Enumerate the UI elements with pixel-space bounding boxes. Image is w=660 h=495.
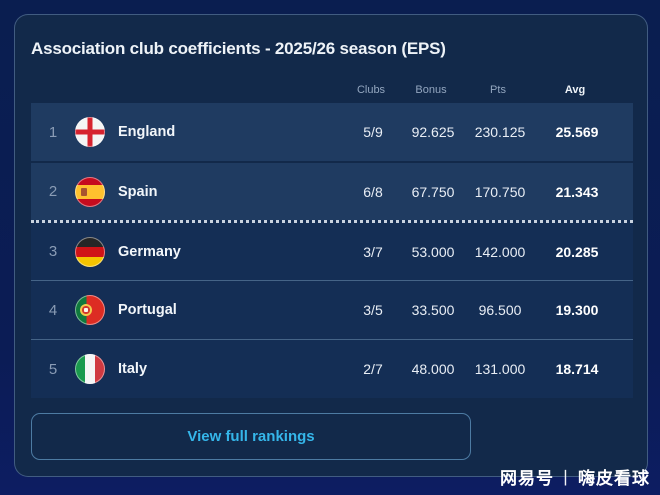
clubs-value: 2/7 — [363, 361, 383, 377]
country-name: England — [118, 124, 176, 140]
panel-title: Association club coefficients - 2025/26 … — [31, 39, 446, 58]
rank-number: 1 — [48, 123, 58, 141]
bonus-value: 33.500 — [411, 302, 455, 318]
clubs-value: 3/7 — [363, 243, 383, 260]
watermark-brand: 网易号 — [500, 469, 554, 488]
avg-value: 25.569 — [555, 124, 599, 140]
country-cell: Spain — [75, 176, 343, 207]
rank-number: 2 — [48, 183, 58, 200]
bonus-value: 48.000 — [411, 361, 455, 377]
avg-value: 19.300 — [555, 302, 599, 318]
country-name: Italy — [118, 361, 148, 377]
column-header-bonus: Bonus — [415, 84, 447, 96]
column-header-clubs: Clubs — [356, 84, 386, 96]
country-cell: Germany — [75, 236, 343, 267]
pts-value: 96.500 — [478, 302, 522, 318]
rank-number: 5 — [48, 360, 58, 378]
country-cell: Portugal — [75, 295, 343, 325]
italy-flag-icon — [75, 354, 105, 384]
bonus-value: 92.625 — [411, 124, 455, 140]
country-name: Germany — [118, 243, 181, 260]
spain-flag-icon — [75, 176, 105, 207]
pts-value: 230.125 — [474, 124, 526, 140]
pts-value: 131.000 — [474, 361, 526, 377]
rank-number: 4 — [48, 301, 58, 319]
watermark-divider: 丨 — [557, 469, 575, 488]
coefficients-panel: Association club coefficients - 2025/26 … — [14, 14, 648, 477]
rankings-table: 1 England 5/9 92.625 230.125 25.569 2 Sp… — [31, 103, 633, 398]
clubs-value: 5/9 — [363, 124, 383, 140]
portugal-flag-icon — [75, 295, 105, 325]
germany-flag-icon — [75, 236, 105, 267]
england-flag-icon — [75, 117, 105, 147]
pts-value: 170.750 — [474, 183, 526, 200]
avg-value: 21.343 — [555, 183, 599, 200]
watermark: 网易号丨嗨皮看球 — [500, 464, 650, 489]
column-header-avg: Avg — [564, 84, 586, 96]
avg-value: 20.285 — [555, 243, 599, 260]
country-name: Portugal — [118, 302, 177, 318]
country-cell: England — [75, 117, 343, 147]
pts-value: 142.000 — [474, 243, 526, 260]
avg-value: 18.714 — [555, 361, 599, 377]
view-full-rankings-button[interactable]: View full rankings — [31, 413, 471, 460]
bonus-value: 53.000 — [411, 243, 455, 260]
table-row[interactable]: 3 Germany 3/7 53.000 142.000 20.285 — [31, 220, 633, 280]
table-row[interactable]: 4 Portugal 3/5 33.500 96.500 19.300 — [31, 280, 633, 339]
bonus-value: 67.750 — [411, 183, 455, 200]
country-name: Spain — [118, 183, 158, 200]
table-row[interactable]: 5 Italy 2/7 48.000 131.000 18.714 — [31, 339, 633, 398]
country-cell: Italy — [75, 354, 343, 384]
table-header-row: Clubs Bonus Pts Avg — [31, 75, 631, 103]
rank-number: 3 — [48, 243, 58, 260]
watermark-account: 嗨皮看球 — [578, 469, 650, 488]
table-row[interactable]: 2 Spain 6/8 67.750 170.750 21.343 — [31, 161, 633, 220]
clubs-value: 6/8 — [363, 183, 383, 200]
clubs-value: 3/5 — [363, 302, 383, 318]
table-row[interactable]: 1 England 5/9 92.625 230.125 25.569 — [31, 103, 633, 161]
column-header-pts: Pts — [490, 84, 506, 96]
